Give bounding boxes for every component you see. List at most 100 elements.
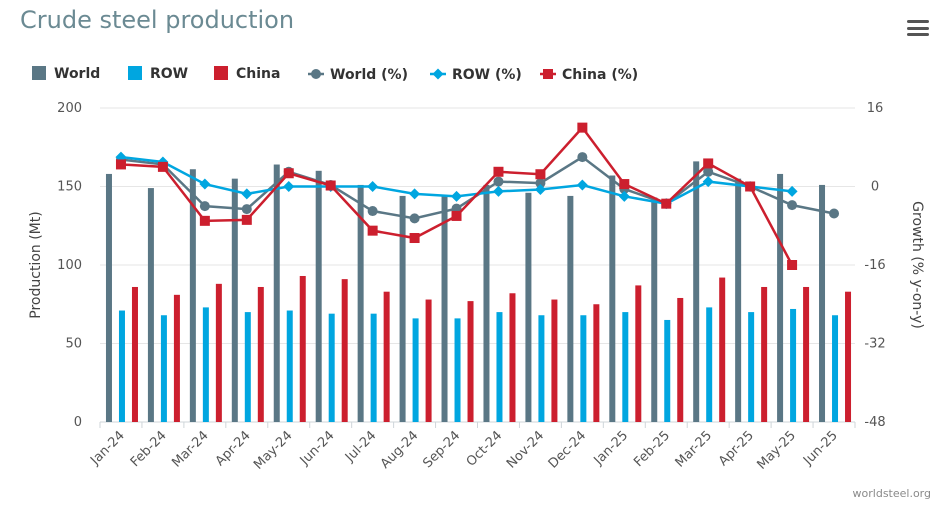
point-diamond[interactable] (618, 190, 630, 202)
bar-world[interactable] (777, 173, 784, 422)
bar-world[interactable] (735, 178, 742, 422)
point-square[interactable] (115, 159, 126, 170)
bar-row[interactable] (538, 315, 545, 422)
point-circle[interactable] (577, 152, 588, 163)
point-diamond[interactable] (534, 183, 546, 195)
point-circle[interactable] (829, 208, 840, 219)
bar-china[interactable] (257, 286, 264, 422)
bar-world[interactable] (651, 197, 658, 422)
bar-china[interactable] (677, 297, 684, 422)
bar-china[interactable] (299, 275, 306, 422)
bar-row[interactable] (160, 315, 167, 422)
point-square[interactable] (787, 260, 798, 270)
bar-row[interactable] (370, 313, 377, 422)
point-diamond[interactable] (283, 181, 295, 192)
bar-row[interactable] (412, 318, 419, 422)
point-circle[interactable] (367, 206, 378, 217)
bar-world[interactable] (315, 170, 322, 422)
bar-china[interactable] (551, 299, 558, 422)
point-diamond[interactable] (492, 185, 504, 197)
bar-row[interactable] (748, 312, 755, 422)
point-square[interactable] (493, 166, 504, 177)
point-square[interactable] (283, 168, 294, 179)
point-square[interactable] (241, 214, 252, 225)
legend-swatch[interactable] (32, 66, 46, 80)
bar-world[interactable] (189, 169, 196, 422)
legend-marker-circle[interactable] (311, 69, 321, 79)
point-diamond[interactable] (451, 190, 463, 202)
bar-row[interactable] (496, 312, 503, 422)
bar-world[interactable] (525, 192, 532, 422)
legend-marker-square[interactable] (543, 69, 553, 79)
bar-china[interactable] (719, 277, 726, 422)
point-circle[interactable] (493, 176, 504, 187)
bar-china[interactable] (383, 291, 390, 422)
bar-world[interactable] (483, 184, 490, 422)
bar-row[interactable] (790, 308, 797, 422)
point-diamond[interactable] (702, 176, 714, 188)
legend-marker-diamond[interactable] (432, 68, 444, 80)
bar-world[interactable] (693, 161, 700, 422)
point-circle[interactable] (703, 166, 714, 177)
hamburger-menu-icon[interactable] (907, 20, 929, 36)
point-square[interactable] (325, 180, 336, 191)
point-circle[interactable] (241, 204, 252, 215)
point-square[interactable] (157, 161, 168, 172)
bar-china[interactable] (425, 299, 432, 422)
bar-world[interactable] (147, 188, 154, 422)
bar-row[interactable] (454, 318, 461, 422)
bar-world[interactable] (105, 173, 112, 422)
point-diamond[interactable] (409, 188, 421, 200)
point-square[interactable] (577, 122, 588, 133)
bar-china[interactable] (593, 304, 600, 422)
bar-china[interactable] (845, 291, 852, 422)
bar-row[interactable] (244, 312, 251, 422)
bar-china[interactable] (341, 279, 348, 422)
bar-row[interactable] (328, 313, 335, 422)
bar-world[interactable] (273, 164, 280, 422)
bar-china[interactable] (173, 294, 180, 422)
bar-world[interactable] (357, 184, 364, 422)
point-diamond[interactable] (241, 188, 253, 200)
point-square[interactable] (367, 225, 378, 236)
point-diamond[interactable] (786, 185, 798, 197)
point-circle[interactable] (409, 213, 420, 224)
bar-china[interactable] (215, 283, 222, 422)
point-circle[interactable] (535, 178, 546, 189)
bar-row[interactable] (580, 315, 587, 422)
credit-link[interactable]: worldsteel.org (852, 487, 931, 500)
bar-world[interactable] (567, 195, 574, 422)
bar-china[interactable] (509, 293, 516, 422)
point-square[interactable] (535, 169, 546, 180)
point-square[interactable] (199, 215, 210, 226)
bar-world[interactable] (819, 184, 826, 422)
point-diamond[interactable] (367, 181, 379, 192)
legend-swatch[interactable] (214, 66, 228, 80)
point-circle[interactable] (199, 201, 210, 212)
point-circle[interactable] (787, 200, 798, 211)
bar-row[interactable] (832, 315, 839, 422)
bar-china[interactable] (761, 286, 768, 422)
bar-china[interactable] (635, 285, 642, 422)
bar-row[interactable] (202, 307, 209, 422)
bar-china[interactable] (803, 286, 810, 422)
point-square[interactable] (661, 198, 672, 209)
bar-world[interactable] (399, 195, 406, 422)
point-square[interactable] (451, 210, 462, 221)
point-square[interactable] (703, 158, 714, 169)
bar-row[interactable] (286, 310, 293, 422)
bar-world[interactable] (231, 178, 238, 422)
point-diamond[interactable] (576, 179, 588, 191)
bar-row[interactable] (622, 312, 629, 422)
bar-china[interactable] (131, 286, 138, 422)
bar-row[interactable] (706, 307, 713, 422)
bar-world[interactable] (609, 175, 616, 422)
bar-world[interactable] (441, 195, 448, 422)
point-diamond[interactable] (199, 178, 211, 190)
bar-china[interactable] (467, 301, 474, 422)
bar-row[interactable] (118, 310, 125, 422)
point-square[interactable] (619, 179, 630, 190)
point-square[interactable] (409, 233, 420, 244)
legend-swatch[interactable] (128, 66, 142, 80)
point-square[interactable] (745, 181, 756, 192)
